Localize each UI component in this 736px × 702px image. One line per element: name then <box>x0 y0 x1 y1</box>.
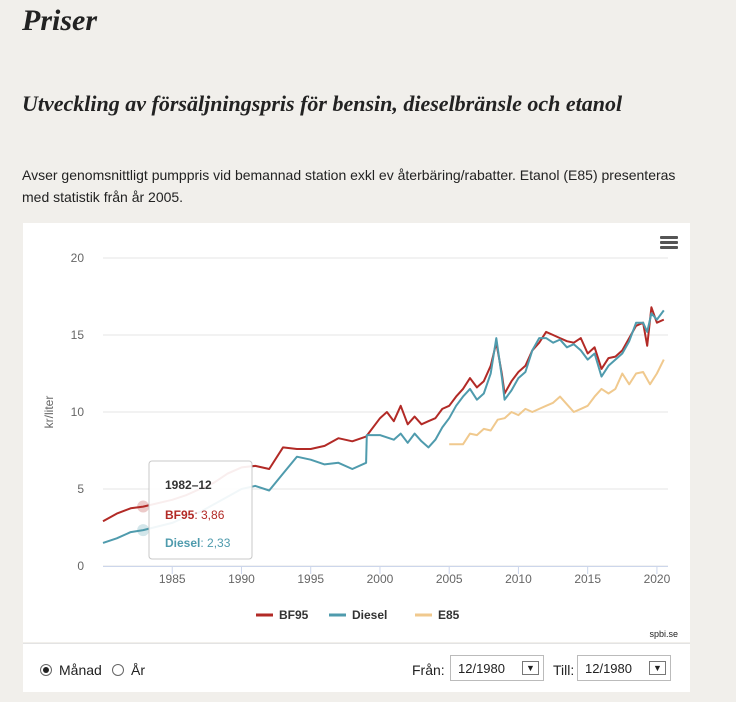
tooltip-box <box>148 460 253 560</box>
y-axis-label: kr/liter <box>42 396 56 429</box>
page-title: Priser <box>22 4 97 37</box>
from-label: Från: <box>412 662 445 678</box>
hover-marker-diesel <box>137 524 150 537</box>
to-label: Till: <box>553 662 575 678</box>
radio-year-circle[interactable] <box>112 664 124 676</box>
series-line-diesel <box>102 309 665 544</box>
y-tick-label: 0 <box>77 559 84 573</box>
y-tick-label: 20 <box>71 251 85 265</box>
series-line-bf95 <box>102 306 665 523</box>
series-line-e85 <box>449 359 665 446</box>
menu-icon <box>660 236 678 239</box>
tooltip-date: 1982–12 <box>165 478 212 492</box>
to-select[interactable]: 12/1980 ▼ <box>577 655 671 681</box>
y-tick-label: 5 <box>77 482 84 496</box>
x-tick-label: 2005 <box>436 572 463 586</box>
chart-menu-button[interactable] <box>660 236 678 250</box>
legend-label-bf95: BF95 <box>279 608 309 622</box>
chart-card: 0 5 10 15 20 1985 1990 1995 2000 2005 2010 2015 2020… <box>23 223 690 642</box>
legend-label-diesel: Diesel <box>352 608 387 622</box>
tooltip-series-value: : 3,86 <box>194 508 224 522</box>
radio-year-label: År <box>131 662 145 678</box>
chart-credit: spbi.se <box>649 629 678 639</box>
section-title: Utveckling av försäljningspris för bensi… <box>22 91 623 116</box>
radio-month-label: Månad <box>59 662 102 678</box>
y-tick-label: 10 <box>71 405 85 419</box>
chevron-down-icon[interactable]: ▼ <box>649 661 666 675</box>
x-tick-label: 1985 <box>159 572 186 586</box>
radio-year[interactable]: År <box>112 662 145 678</box>
x-tick-label: 2010 <box>505 572 532 586</box>
chevron-down-icon[interactable]: ▼ <box>522 661 539 675</box>
legend-label-e85: E85 <box>438 608 460 622</box>
description-text: Avser genomsnittligt pumppris vid bemann… <box>22 167 676 205</box>
x-tick-label: 2020 <box>644 572 671 586</box>
hover-marker-bf95 <box>137 500 150 513</box>
y-tick-label: 15 <box>71 328 85 342</box>
x-tick-label: 1995 <box>297 572 324 586</box>
tooltip-series-label: Diesel <box>165 536 200 550</box>
tooltip-series-label: BF95 <box>165 508 195 522</box>
controls-bar: Månad År Från: 12/1980 ▼ Till: 12/1980 ▼ <box>23 643 690 692</box>
radio-month[interactable]: Månad <box>40 662 102 678</box>
price-chart: 0 5 10 15 20 1985 1990 1995 2000 2005 2010 2015 2020… <box>42 251 678 639</box>
x-tick-label: 2000 <box>367 572 394 586</box>
radio-month-circle[interactable] <box>40 664 52 676</box>
tooltip-row: Diesel: 2,33 <box>165 536 231 550</box>
x-tick-label: 2015 <box>574 572 601 586</box>
tooltip-row: BF95: 3,86 <box>165 508 225 522</box>
x-tick-label: 1990 <box>228 572 255 586</box>
to-select-value: 12/1980 <box>585 660 632 676</box>
tooltip-series-value: : 2,33 <box>200 536 230 550</box>
from-select-value: 12/1980 <box>458 660 505 676</box>
from-select[interactable]: 12/1980 ▼ <box>450 655 544 681</box>
